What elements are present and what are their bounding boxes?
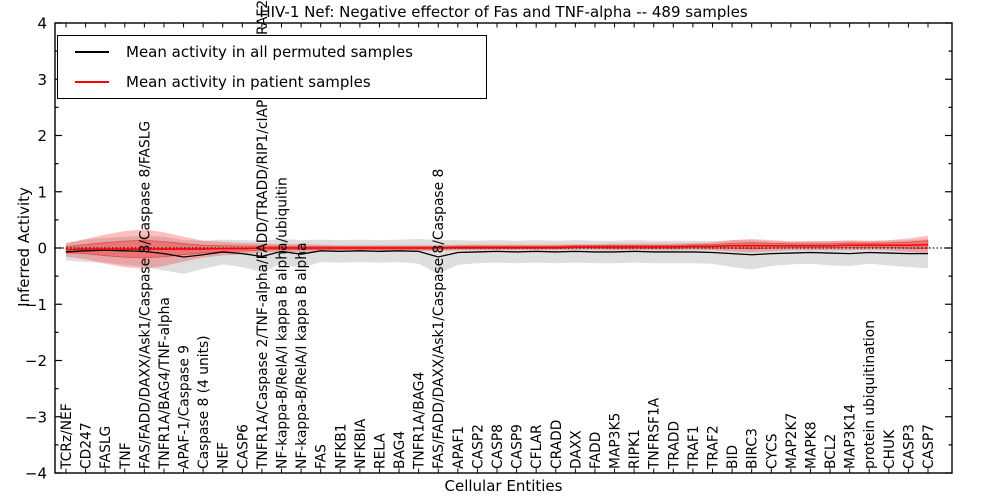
x-tick-label: TNFR1A/Caspase 2/TNF-alpha/FADD/TRADD/RI… xyxy=(255,0,271,470)
x-tick-label: CHUK xyxy=(882,429,898,469)
x-tick-label: APAF1 xyxy=(451,426,467,469)
y-tick-label: 4 xyxy=(37,15,47,33)
x-tick-label: CASP3 xyxy=(901,424,917,469)
x-tick-label: DAXX xyxy=(568,430,584,469)
x-tick-label: TRADD xyxy=(666,421,682,470)
x-tick-label: MAP3K14 xyxy=(843,404,859,469)
x-tick-label: BID xyxy=(725,445,741,469)
x-tick-label: NFKBIA xyxy=(353,418,369,469)
y-tick-label: 2 xyxy=(37,127,47,145)
x-tick-label: TNFRSF1A xyxy=(647,397,663,470)
x-tick-label: CASP2 xyxy=(470,424,486,469)
y-tick-label: 0 xyxy=(37,240,47,258)
x-tick-label: TNFR1A/BAG4/TNF-alpha xyxy=(157,297,173,470)
x-tick-label: FASLG xyxy=(98,426,114,469)
y-tick-label: −3 xyxy=(25,408,47,426)
permuted-mean-line xyxy=(65,249,928,258)
x-tick-label: CD247 xyxy=(79,422,95,469)
x-tick-label: protein ubiquitination xyxy=(862,320,878,469)
x-tick-label: BIRC3 xyxy=(745,428,761,469)
y-tick-label: −2 xyxy=(25,352,47,370)
x-tick-label: NFKB1 xyxy=(333,423,349,469)
legend-box: Mean activity in all permuted samples Me… xyxy=(57,35,487,99)
x-axis-label: Cellular Entities xyxy=(444,477,563,495)
patient-mean-line xyxy=(65,243,929,251)
x-tick-label: TRAF2 xyxy=(706,425,722,470)
legend-entry-patient: Mean activity in patient samples xyxy=(58,68,486,96)
legend-label: Mean activity in all permuted samples xyxy=(126,43,413,61)
x-tick-label: NF-kappa-B/RelA/I kappa B alpha xyxy=(294,243,310,470)
x-tick-label: MAP3K5 xyxy=(608,413,624,469)
legend-entry-permuted: Mean activity in all permuted samples xyxy=(58,38,486,66)
x-tick-label: FAS/FADD/DAXX/Ask1/Caspase 8/Caspase 8/F… xyxy=(137,121,153,469)
y-tick-label: 3 xyxy=(37,71,47,89)
x-tick-label: CFLAR xyxy=(529,424,545,469)
x-tick-label: NEF xyxy=(216,442,232,469)
x-tick-label: CASP6 xyxy=(235,424,251,469)
x-tick-label: FAS xyxy=(314,444,330,469)
x-tick-label: BAG4 xyxy=(392,431,408,469)
y-tick-label: −1 xyxy=(25,296,47,314)
x-tick-label: FAS/FADD/DAXX/Ask1/Caspase 8/Caspase 8 xyxy=(431,169,447,469)
x-tick-label: RIPK1 xyxy=(627,429,643,469)
x-tick-label: BCL2 xyxy=(823,434,839,469)
x-tick-label: CRADD xyxy=(549,420,565,469)
x-tick-label: CYCS xyxy=(764,434,780,469)
patient-band-outer xyxy=(66,229,928,269)
patient-band-inner xyxy=(65,239,929,259)
x-tick-label: CASP8 xyxy=(490,424,506,469)
x-tick-label: Caspase 8 (4 units) xyxy=(196,335,212,469)
x-tick-label: APAF-1/Caspase 9 xyxy=(177,345,193,469)
permuted-line-swatch xyxy=(75,51,109,53)
x-tick-label: TNFR1A/BAG4 xyxy=(412,372,428,470)
legend-label: Mean activity in patient samples xyxy=(126,73,371,91)
x-tick-label: TCRz/NEF xyxy=(59,403,75,470)
x-tick-label: NF-kappa-B/RelA/I kappa B alpha/ubiquiti… xyxy=(275,177,291,469)
x-tick-label: MAP2K7 xyxy=(784,413,800,469)
x-tick-label: RELA xyxy=(372,433,388,469)
patient-line-swatch xyxy=(75,81,109,83)
y-axis-label: Inferred Activity xyxy=(15,187,33,307)
x-tick-label: TNF xyxy=(118,442,134,470)
x-tick-label: FADD xyxy=(588,432,604,469)
y-tick-label: 1 xyxy=(37,183,47,201)
y-tick-label: −4 xyxy=(25,465,47,483)
x-tick-label: MAPK8 xyxy=(803,422,819,470)
permuted-band xyxy=(66,235,928,274)
x-tick-label: TRAF1 xyxy=(686,425,702,470)
x-tick-label: CASP9 xyxy=(510,424,526,469)
x-tick-label: CASP7 xyxy=(921,424,937,469)
